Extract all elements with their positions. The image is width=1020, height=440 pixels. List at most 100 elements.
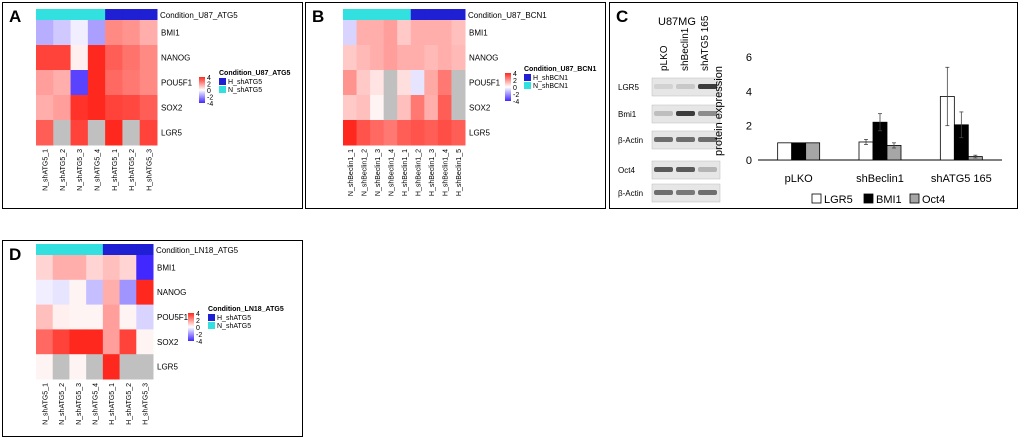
color-scale-tick: 2	[196, 318, 200, 325]
annotation-cell	[119, 244, 137, 255]
color-scale-tick: -2	[207, 95, 213, 102]
heatmap-cell	[36, 329, 54, 355]
heatmap-cell	[343, 20, 358, 46]
blot-band	[654, 167, 673, 172]
blot-band	[676, 137, 695, 142]
color-scale-bar	[505, 73, 511, 101]
panel-a-heatmap: Condition_U87_ATG5 BMI1 NANOG POU5F1 SOX2 LGR…	[36, 9, 291, 191]
heatmap-cell	[105, 120, 123, 146]
heatmap-cell	[370, 20, 385, 46]
heatmap-cell	[86, 304, 104, 330]
heatmap-cell	[36, 255, 54, 281]
heatmap-cell	[451, 20, 466, 46]
heatmap-cell	[36, 120, 54, 146]
panel-c-label: C	[616, 7, 629, 26]
heatmap-cell	[410, 70, 425, 96]
heatmap-cell	[437, 70, 452, 96]
heatmap-cell	[139, 70, 158, 96]
heatmap-cell	[69, 279, 87, 306]
heatmap-cell	[370, 120, 385, 146]
legend-entry: H_shATG5	[228, 79, 262, 86]
heatmap-cell	[139, 45, 158, 71]
heatmap-cell	[424, 120, 439, 146]
heatmap-cell	[119, 255, 137, 281]
legend-swatch	[219, 78, 226, 85]
annotation-cell	[69, 244, 87, 255]
heatmap-cell	[52, 329, 70, 355]
legend-entry: H_shBCN1	[533, 75, 568, 82]
annotation-cell	[36, 244, 54, 255]
legend-swatch	[909, 193, 920, 204]
heatmap-cell	[424, 95, 439, 121]
heatmap-cell	[102, 255, 121, 281]
column-label: H_shBeclin1_2	[416, 149, 423, 196]
row-label: LGR5	[469, 129, 490, 138]
row-label: BMI1	[469, 29, 488, 38]
heatmap-cell	[122, 45, 141, 71]
heatmap-cell	[52, 354, 70, 380]
heatmap-cell	[86, 329, 104, 355]
color-scale-tick: -2	[196, 332, 202, 339]
heatmap-cell	[343, 70, 358, 96]
heatmap-cell	[397, 70, 412, 96]
column-label: H_shATG5_1	[112, 149, 119, 191]
color-scale-tick: 4	[513, 71, 517, 78]
row-label: POU5F1	[161, 79, 193, 88]
heatmap-cell	[87, 70, 106, 96]
heatmap-cell	[383, 95, 398, 121]
heatmap-cell	[69, 304, 87, 330]
y-tick-label: 6	[746, 52, 752, 64]
legend-entry: Oct4	[922, 194, 945, 206]
heatmap-cell	[139, 20, 158, 46]
heatmap-cell	[87, 95, 106, 121]
blot-row-label: β-Actin	[618, 189, 643, 198]
heatmap-cell	[53, 70, 72, 96]
color-scale-tick: -2	[513, 92, 519, 99]
row-label: POU5F1	[469, 79, 501, 88]
legend-entry: H_shATG5	[217, 315, 251, 322]
heatmap-cell	[451, 70, 466, 96]
color-scale-tick: 4	[196, 311, 200, 318]
row-label: NANOG	[469, 54, 498, 63]
legend-entry: BMI1	[876, 194, 902, 206]
annotation-cell	[424, 9, 439, 20]
heatmap-cell	[102, 279, 121, 306]
heatmap-cell	[370, 70, 385, 96]
heatmap-cell	[102, 329, 121, 355]
legend-entry: LGR5	[824, 194, 853, 206]
blot-row-label: β-Actin	[618, 136, 643, 145]
color-scale-tick: 0	[513, 85, 517, 92]
annotation-cell	[70, 9, 89, 20]
blot-lane-label: shBeclin1	[680, 27, 691, 71]
heatmap-cell	[119, 279, 137, 306]
color-scale-tick: -4	[513, 99, 519, 106]
legend-swatch	[524, 74, 531, 81]
legend-title: Condition_U87_ATG5	[219, 70, 291, 77]
row-label: NANOG	[161, 54, 190, 63]
panel-b: B Condition_U87_BCN1 BMI1 NANOG POU5F1 SOX2 L…	[305, 2, 606, 209]
heatmap-cell	[69, 255, 87, 281]
blot-band	[698, 137, 717, 142]
heatmap-cell	[53, 120, 72, 146]
legend-entry: N_shBCN1	[533, 83, 568, 90]
annotation-cell	[343, 9, 358, 20]
blot-band	[676, 167, 695, 172]
heatmap-cell	[343, 120, 358, 146]
heatmap-cell	[36, 279, 54, 306]
heatmap-cell	[36, 95, 54, 121]
heatmap-cell	[122, 70, 141, 96]
heatmap-cell	[36, 45, 54, 71]
column-label: N_shATG5_3	[76, 383, 83, 425]
blot-lane-label: pLKO	[659, 45, 670, 71]
heatmap-cell	[356, 20, 371, 46]
column-label: N_shATG5_1	[42, 383, 49, 425]
heatmap-cell	[356, 120, 371, 146]
color-scale-tick: 0	[196, 325, 200, 332]
color-scale-tick: -4	[196, 339, 202, 346]
heatmap-cell	[410, 95, 425, 121]
column-label: H_shBeclin1_5	[456, 149, 463, 196]
heatmap-cell	[356, 95, 371, 121]
x-category-label: shBeclin1	[856, 173, 904, 185]
heatmap-cell	[70, 70, 89, 96]
heatmap-cell	[122, 20, 141, 46]
